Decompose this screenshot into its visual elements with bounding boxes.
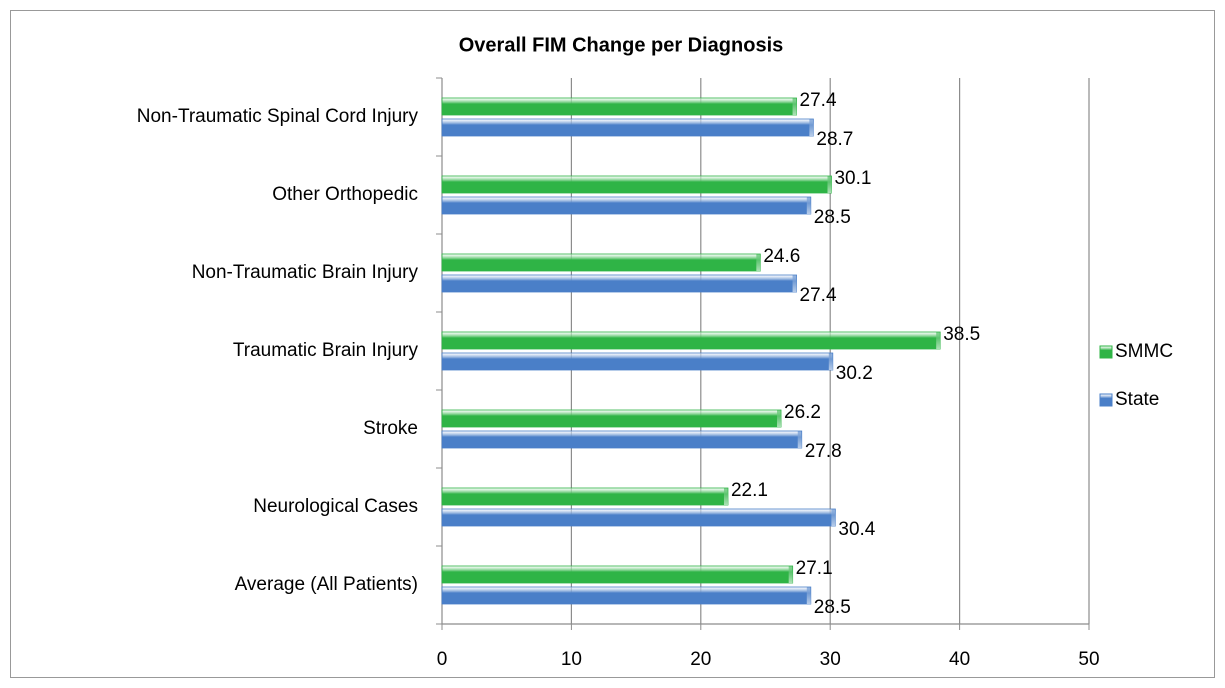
legend-swatch xyxy=(1099,345,1113,359)
data-label: 30.1 xyxy=(834,168,871,189)
bar xyxy=(441,253,761,272)
bar-end xyxy=(936,332,941,349)
bar xyxy=(441,118,814,137)
data-label: 24.6 xyxy=(763,246,800,267)
x-tick-label: 50 xyxy=(1078,649,1099,670)
bar xyxy=(441,487,729,506)
y-tick-label: Neurological Cases xyxy=(253,496,418,517)
bar xyxy=(441,196,812,215)
bar-end xyxy=(806,587,811,604)
bar-end xyxy=(828,353,833,370)
bar xyxy=(441,565,794,584)
bar xyxy=(441,97,797,116)
legend-label: State xyxy=(1115,389,1159,410)
bar xyxy=(441,508,836,527)
data-label: 27.4 xyxy=(800,285,837,306)
bar-end xyxy=(831,509,836,526)
data-label: 30.4 xyxy=(838,519,875,540)
data-label: 28.5 xyxy=(814,597,851,618)
legend-swatch xyxy=(1099,393,1113,407)
bar xyxy=(441,331,941,350)
data-label: 22.1 xyxy=(731,480,768,501)
data-label: 26.2 xyxy=(784,402,821,423)
data-label: 38.5 xyxy=(943,324,980,345)
bar-end xyxy=(788,566,793,583)
x-tick-label: 20 xyxy=(690,649,711,670)
y-tick-label: Traumatic Brain Injury xyxy=(233,340,419,361)
bar xyxy=(441,274,797,293)
data-label: 27.1 xyxy=(796,558,833,579)
x-tick-label: 0 xyxy=(437,649,448,670)
data-label: 28.5 xyxy=(814,207,851,228)
bar-end xyxy=(777,410,782,427)
x-tick-label: 40 xyxy=(949,649,970,670)
bar xyxy=(441,175,832,194)
x-tick-label: 10 xyxy=(561,649,582,670)
bar xyxy=(441,586,812,605)
chart-title: Overall FIM Change per Diagnosis xyxy=(459,34,784,56)
bar xyxy=(441,352,834,371)
bar-end xyxy=(797,431,802,448)
bar-end xyxy=(792,98,797,115)
bar xyxy=(441,430,803,449)
data-label: 28.7 xyxy=(816,129,853,150)
data-label: 27.8 xyxy=(805,441,842,462)
bar-end xyxy=(756,254,761,271)
y-tick-label: Non-Traumatic Spinal Cord Injury xyxy=(137,106,419,127)
y-tick-label: Other Orthopedic xyxy=(272,184,418,205)
bar xyxy=(441,409,782,428)
data-label: 27.4 xyxy=(800,90,837,111)
x-tick-label: 30 xyxy=(820,649,841,670)
data-label: 30.2 xyxy=(836,363,873,384)
bar-end xyxy=(792,275,797,292)
bar-end xyxy=(723,488,728,505)
bar-end xyxy=(806,197,811,214)
y-tick-label: Non-Traumatic Brain Injury xyxy=(192,262,419,283)
bar-end xyxy=(809,119,814,136)
legend-label: SMMC xyxy=(1115,341,1173,362)
y-tick-label: Average (All Patients) xyxy=(235,574,418,595)
y-tick-label: Stroke xyxy=(363,418,418,439)
bar-end xyxy=(827,176,832,193)
